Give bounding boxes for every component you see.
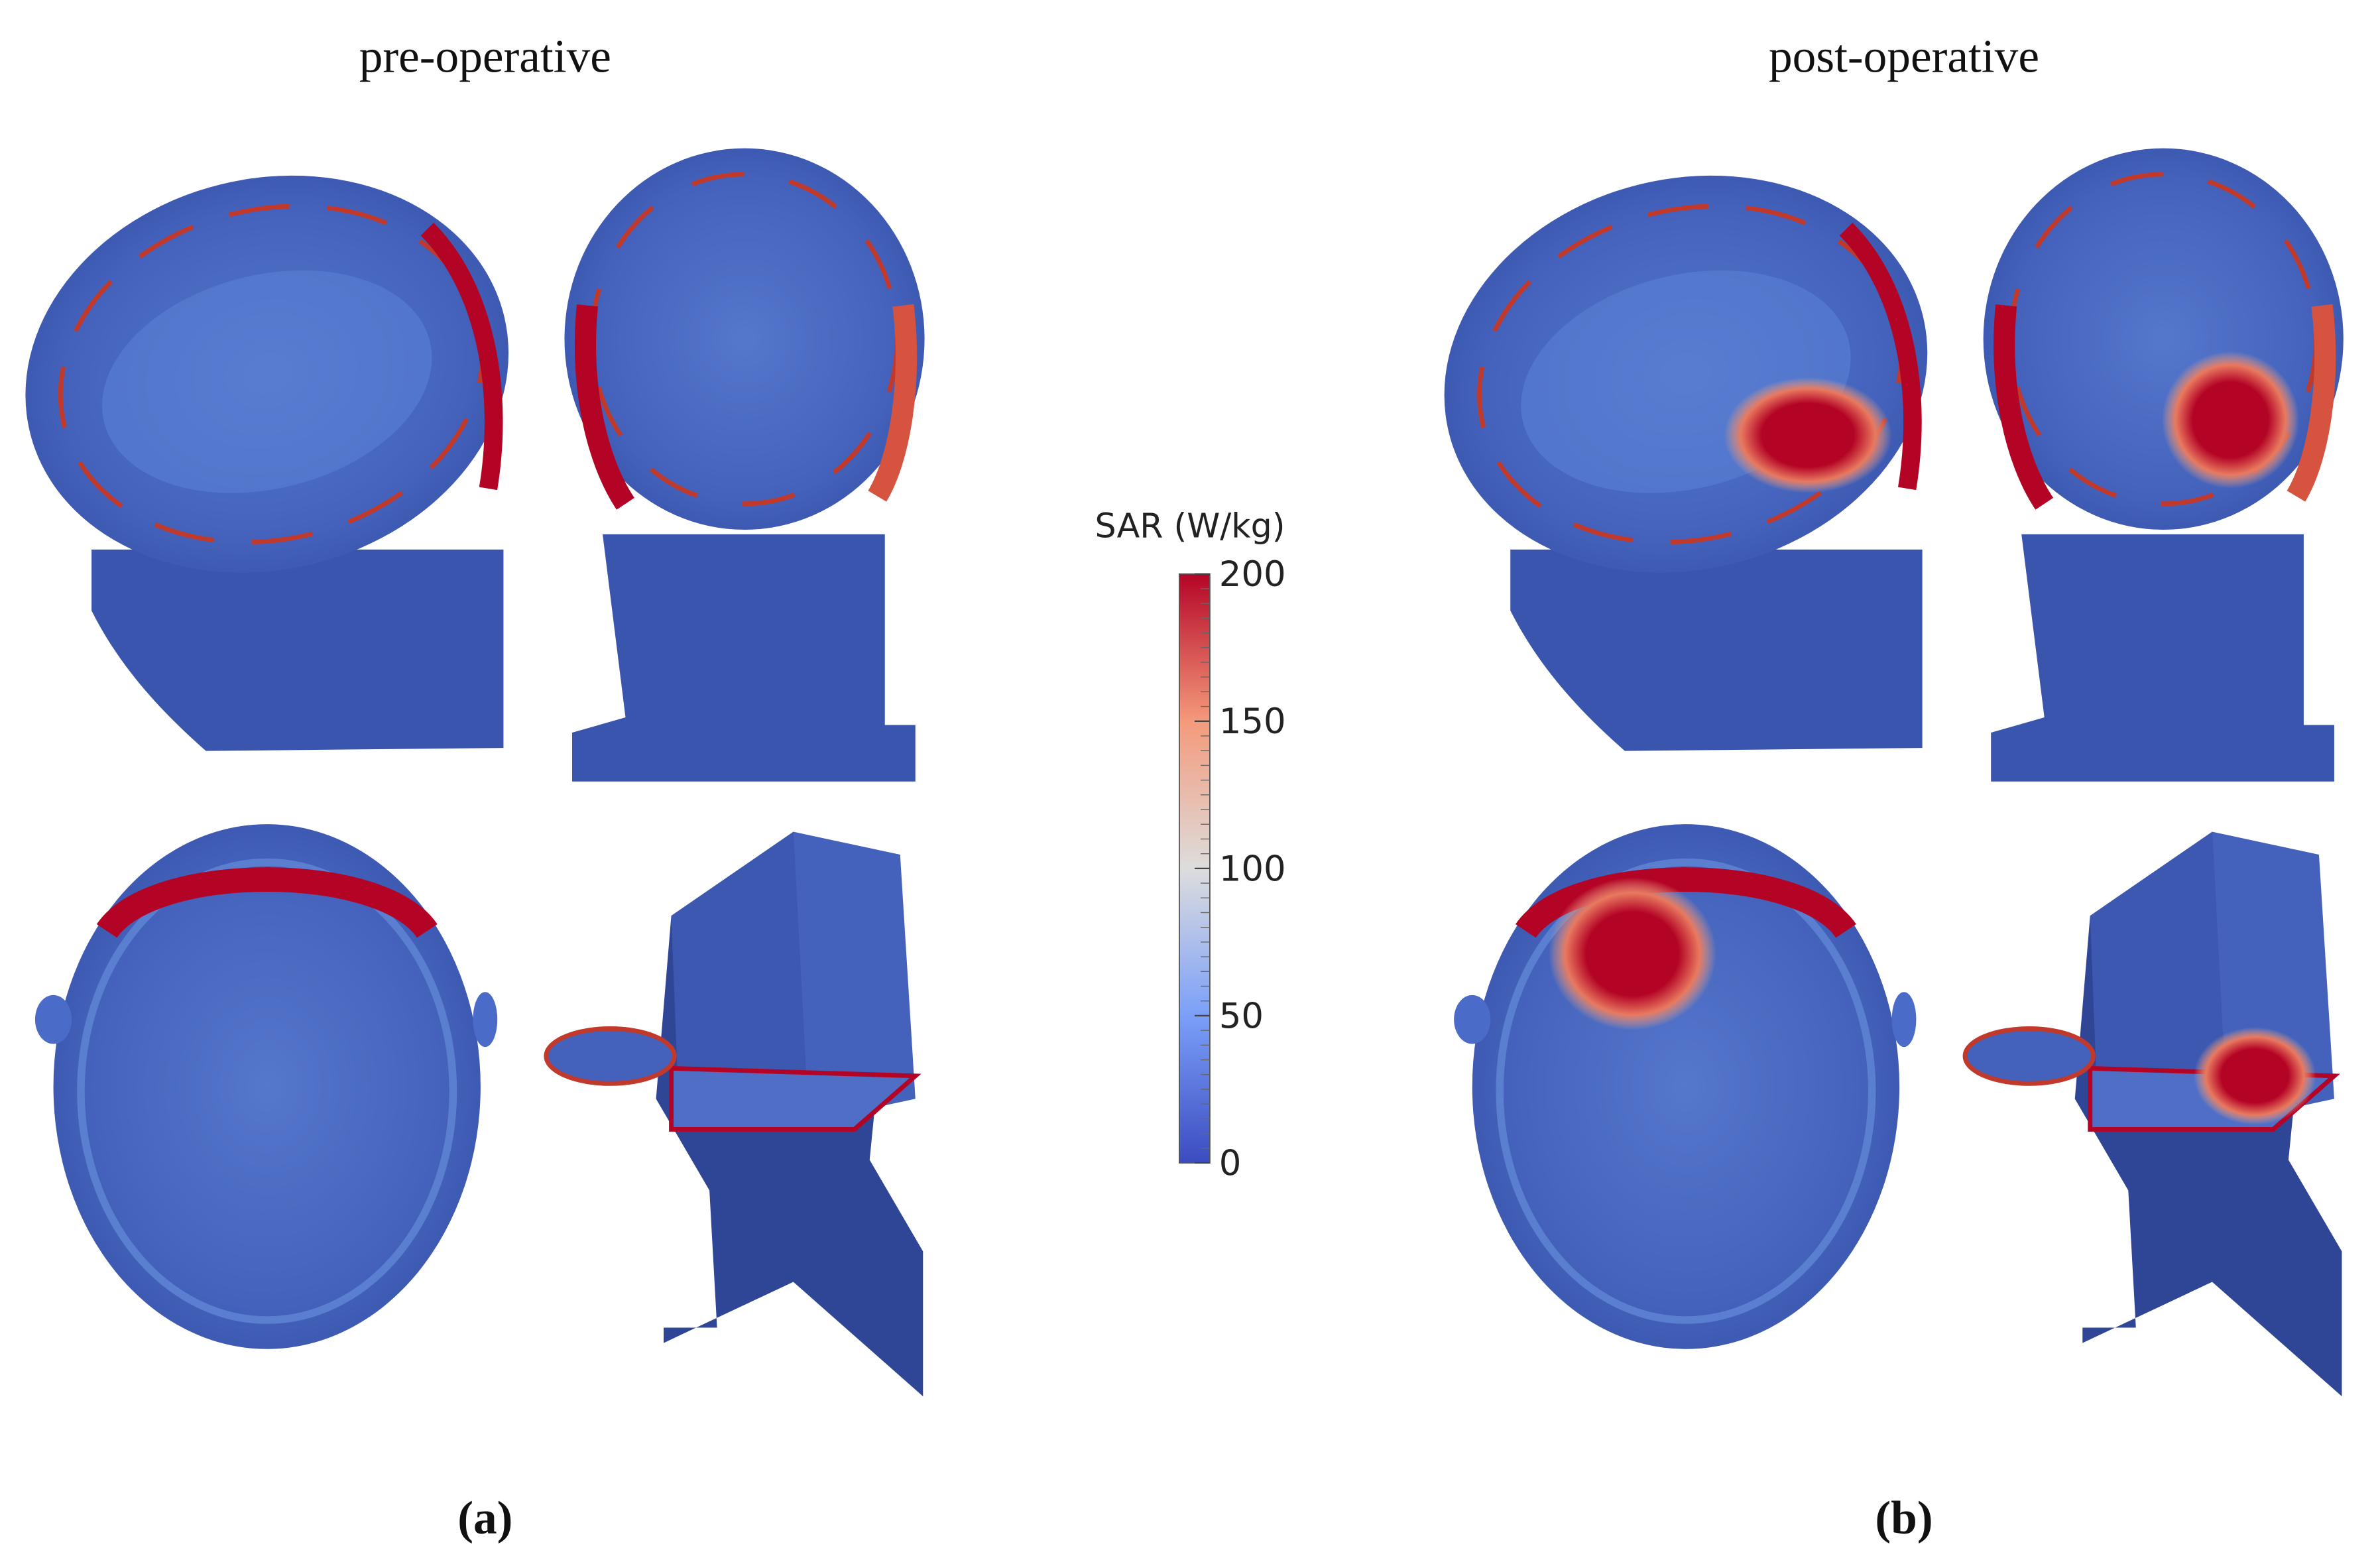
panel-title: post-operative <box>1769 30 2039 83</box>
colorbar-tick-label: 200 <box>1219 554 1286 595</box>
head-maps <box>0 125 925 1396</box>
hotspot <box>2194 1027 2316 1125</box>
panel-title: pre-operative <box>359 30 611 83</box>
hotspot <box>2161 351 2300 489</box>
colorbar-tick-label: 0 <box>1219 1143 1242 1183</box>
colorbar-tick-label: 50 <box>1219 996 1264 1036</box>
colorbar-tick-label: 150 <box>1219 701 1286 742</box>
panel-label: (b) <box>1875 1492 1933 1544</box>
colorbar-label: SAR (W/kg) <box>1095 506 1285 545</box>
hotspot <box>1548 877 1716 1030</box>
hotspot <box>1724 377 1892 493</box>
head-maps <box>1401 125 2343 1396</box>
panel-label: (a) <box>457 1492 512 1544</box>
colorbar-tick-label: 100 <box>1219 849 1286 889</box>
